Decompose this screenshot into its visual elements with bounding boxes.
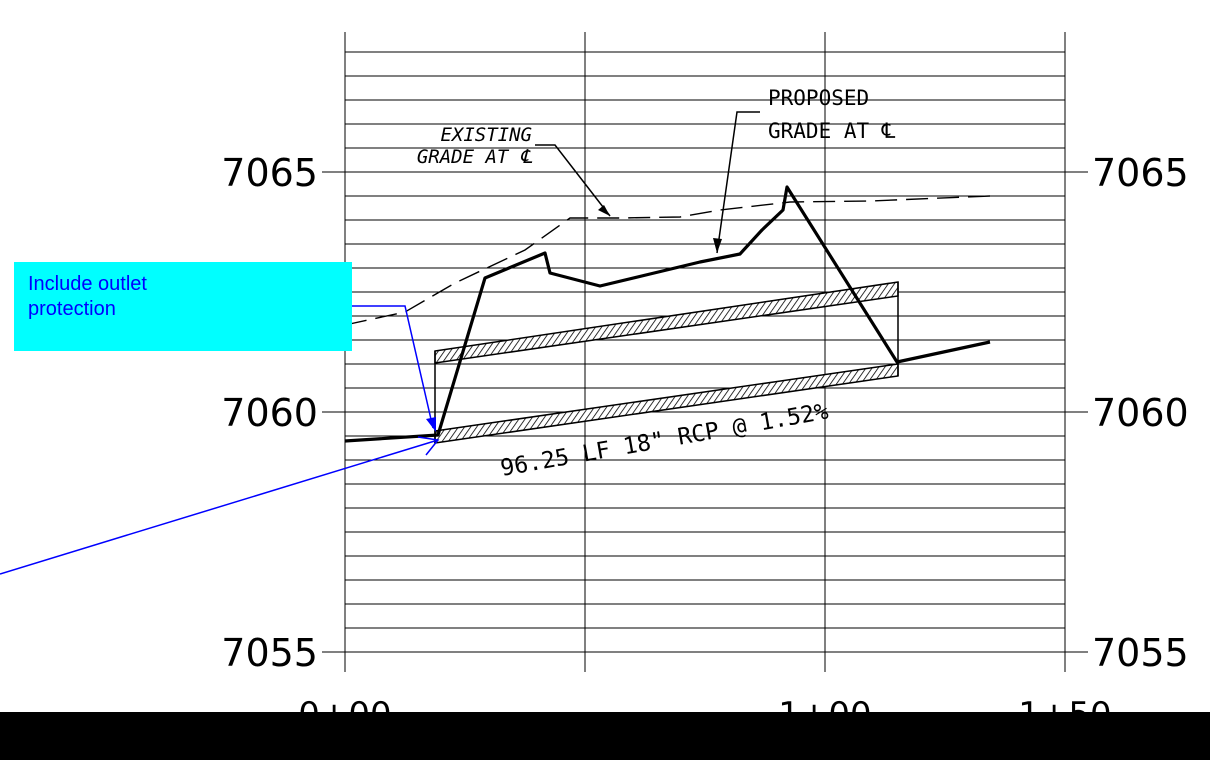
- existing-grade-line: [344, 195, 991, 326]
- comment-line1: Include outlet: [28, 273, 147, 295]
- proposed-grade-line: [344, 185, 991, 443]
- comment-leader-outlet-arrowhead: [426, 417, 436, 432]
- pipe-top-wall: [434, 281, 899, 364]
- comment-leader-long-arrowhead: [417, 436, 440, 456]
- existing-grade-label-line1: EXISTING: [440, 124, 532, 146]
- elevation-label-7065-left: 7065: [221, 151, 318, 195]
- bottom-black-bar: [0, 712, 1210, 760]
- pipe-label: 96.25 LF 18" RCP @ 1.52%: [499, 399, 831, 482]
- elevation-label-7060-right: 7060: [1092, 391, 1189, 435]
- comment-line2: protection: [28, 298, 116, 320]
- existing-grade-leader: [535, 144, 611, 217]
- proposed-grade-label-line2: GRADE AT ℄: [768, 119, 896, 143]
- elevation-label-7060-left: 7060: [221, 391, 318, 435]
- proposed-grade-arrowhead: [713, 238, 722, 253]
- existing-grade-label-line2: GRADE AT ℄: [417, 146, 533, 168]
- elevation-label-7055-right: 7055: [1092, 631, 1189, 675]
- proposed-grade-label-line1: PROPOSED: [768, 86, 869, 110]
- existing-grade-arrowhead: [598, 205, 610, 216]
- proposed-grade-leader: [716, 111, 760, 254]
- comment-leader-outlet: [352, 305, 434, 429]
- comment-leader-long: [0, 439, 439, 575]
- grid-lines: [322, 32, 1088, 672]
- outlet-protection-comment: Include outlet protection: [14, 262, 352, 351]
- elevation-label-7065-right: 7065: [1092, 151, 1189, 195]
- elevation-label-7055-left: 7055: [221, 631, 318, 675]
